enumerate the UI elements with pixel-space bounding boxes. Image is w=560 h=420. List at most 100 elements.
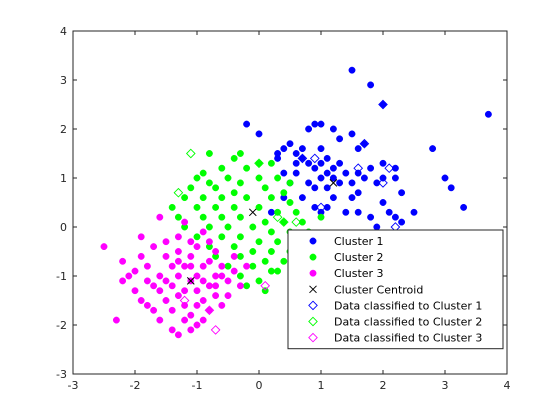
series-1-point <box>274 154 282 162</box>
series-3-point <box>125 272 133 280</box>
series-1-point <box>298 194 306 202</box>
series-1-point <box>280 169 288 177</box>
series-3-point <box>212 248 220 255</box>
series-3-point <box>156 316 164 324</box>
series-7-point <box>210 325 221 335</box>
series-1-point <box>298 154 306 162</box>
series-2-point <box>193 233 201 241</box>
y-tick-label: 4 <box>60 25 67 38</box>
series-1-point <box>410 208 418 216</box>
series-2-point <box>236 272 244 280</box>
series-3-point <box>181 218 189 226</box>
series-2-point <box>174 213 182 221</box>
series-1-point <box>336 135 344 143</box>
series-2-point <box>255 238 263 246</box>
series-1-point <box>292 150 300 157</box>
series-1-point <box>311 164 319 172</box>
series-2-point <box>267 159 275 167</box>
series-3-point <box>187 238 195 246</box>
ticks-layer: -3 -2 -1 0 1 2 3 4 -3 -2 -1 0 1 2 3 4 <box>56 25 510 392</box>
series-1-point <box>323 203 331 211</box>
series-3-point <box>174 272 182 280</box>
series-1-point <box>298 145 306 153</box>
series-1-point <box>348 130 356 138</box>
y-tick-label: -1 <box>56 270 67 283</box>
series-2-point <box>243 282 251 290</box>
series-6-point <box>291 217 302 227</box>
series-3-point <box>162 238 170 246</box>
x-tick-label: 3 <box>442 379 449 392</box>
series-3-point <box>243 262 251 270</box>
series-3-point <box>168 262 176 270</box>
series-3-point <box>181 301 189 309</box>
series-2-point <box>224 174 232 182</box>
series-6-point <box>278 217 289 227</box>
legend: Cluster 1 Cluster 2 Cluster 3 Cluster Centr… <box>287 229 504 350</box>
series-2-point <box>274 208 282 216</box>
series-3-point <box>174 233 182 241</box>
series-1-point <box>354 189 362 197</box>
series-1-point <box>342 169 350 177</box>
series-6-point <box>173 187 184 198</box>
series-2-point <box>261 287 269 295</box>
series-1-point <box>292 159 300 167</box>
series-3-point <box>168 326 176 334</box>
series-2-point <box>168 203 176 211</box>
series-2-point <box>317 213 325 221</box>
series-1-point <box>367 213 375 221</box>
series-3-point <box>199 277 207 285</box>
legend-marker <box>308 332 318 343</box>
series-3-point <box>187 311 195 319</box>
series-1-point <box>336 179 344 187</box>
series-1-point <box>255 130 263 138</box>
series-2-point <box>274 267 282 275</box>
y-tick-label: -3 <box>56 368 67 381</box>
series-3-point <box>181 316 189 324</box>
series-2-point <box>274 174 282 182</box>
legend-label: Cluster 3 <box>334 267 384 280</box>
series-3-point <box>218 301 226 309</box>
series-3-point <box>212 272 220 280</box>
series-1-point <box>243 120 251 128</box>
series-1-point <box>379 199 387 206</box>
series-1-point <box>342 208 350 216</box>
series-1-point <box>317 120 325 128</box>
series-2-point <box>181 194 189 202</box>
series-3-point <box>212 282 220 290</box>
series-5-point <box>384 163 395 174</box>
series-3-point <box>193 321 201 329</box>
legend-marker <box>308 300 318 311</box>
series-2-point <box>205 150 213 157</box>
series-2-point <box>267 248 275 255</box>
series-3-point <box>100 243 108 251</box>
series-3-point <box>112 316 120 324</box>
series-3-point <box>187 326 195 334</box>
series-1-point <box>367 81 375 89</box>
series-3-point <box>236 282 244 290</box>
series-3-point <box>218 262 226 270</box>
series-2-point <box>199 213 207 221</box>
series-2-point <box>236 213 244 221</box>
series-1-point <box>398 218 406 226</box>
series-1-point <box>373 179 381 187</box>
series-2-point <box>255 277 263 285</box>
series-5-point <box>309 153 320 164</box>
series-2-point <box>243 194 251 202</box>
series-1-point <box>373 223 381 231</box>
series-1-point <box>460 203 468 211</box>
series-3-point <box>150 282 158 290</box>
x-tick-label: 1 <box>318 379 325 392</box>
series-3-point <box>119 257 127 265</box>
series-3-point <box>193 243 201 251</box>
series-1-point <box>367 164 375 172</box>
series-2-point <box>224 223 232 231</box>
y-tick-label: 0 <box>60 221 67 234</box>
series-2-point <box>286 199 294 206</box>
series-1-point <box>348 194 356 202</box>
series-3-point <box>199 316 207 324</box>
series-2-point <box>243 164 251 172</box>
series-3-point <box>162 277 170 285</box>
series-1-point <box>286 140 294 148</box>
